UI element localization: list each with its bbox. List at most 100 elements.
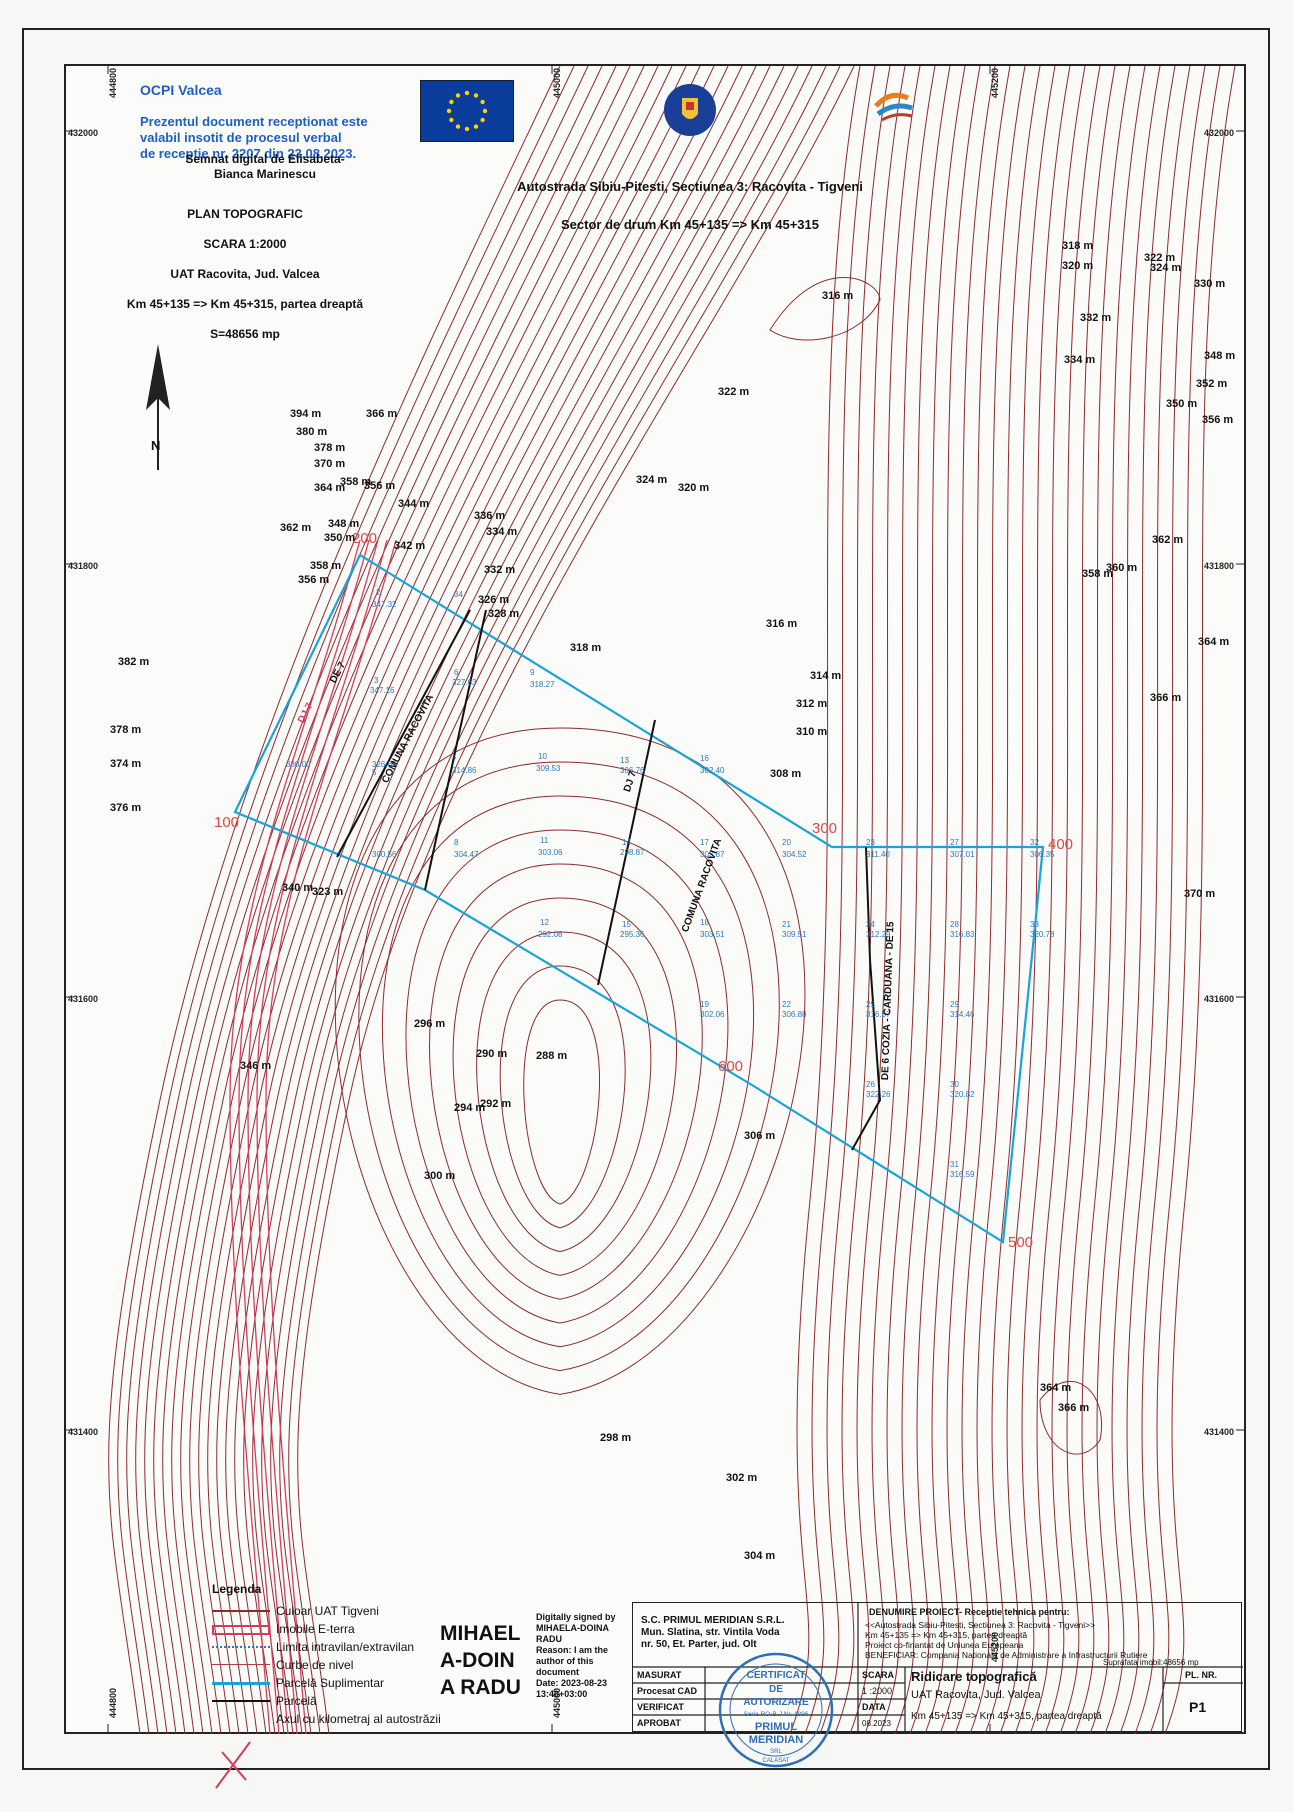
contour-line xyxy=(879,65,951,1735)
contour-label: 350 m xyxy=(1166,398,1198,410)
contour-label: 328 m xyxy=(488,608,520,620)
contour-label: 320 m xyxy=(678,482,710,494)
parcel-supplementary-outline xyxy=(233,553,1045,1244)
eu-stars-icon xyxy=(446,90,488,132)
parcel-value: 303.51 xyxy=(700,930,725,939)
drawing-title: Ridicare topografică xyxy=(911,1669,1037,1684)
parcel-marker: 6 xyxy=(454,668,459,677)
contour-line xyxy=(1089,65,1161,1735)
contour-line xyxy=(171,65,659,1735)
parcel-value: 322.26 xyxy=(866,1090,891,1099)
parcel-marker: 28 xyxy=(950,920,959,929)
parcel-value: 307.01 xyxy=(950,850,975,859)
operational-program-logo xyxy=(874,92,913,122)
legend-swatch xyxy=(212,1625,270,1635)
contour-line xyxy=(252,65,785,1735)
contour-label: 340 m xyxy=(282,882,314,894)
stamp-text: MERIDIAN xyxy=(749,1734,803,1746)
contour-line xyxy=(954,65,1026,1735)
row-approved: APROBAT xyxy=(637,1718,681,1728)
parcel-marker: 5 xyxy=(372,768,377,777)
legend-swatch xyxy=(212,1664,270,1665)
contour-line xyxy=(984,65,1056,1735)
project-heading: Autostrada Sibiu-Pitesti, Sectiunea 3: R… xyxy=(440,158,940,253)
parcel-marker: 11 xyxy=(540,836,549,845)
contour-line xyxy=(864,65,936,1735)
contour-line xyxy=(334,727,806,1395)
contour-line xyxy=(153,65,631,1735)
parcel-marker: 16 xyxy=(700,754,709,763)
contour-label: 298 m xyxy=(600,1432,632,1444)
project-title-head: DENUMIRE PROIECT- Receptie tehnica pentr… xyxy=(869,1607,1070,1617)
legend-item: Axul cu kilometraj al autostrăzii xyxy=(212,1710,442,1728)
parcel-value: 303.87 xyxy=(700,850,725,859)
legend: Legenda Culoar UAT Tigveni Imobile E-ter… xyxy=(212,1582,442,1728)
legend-item: Culoar UAT Tigveni xyxy=(212,1602,442,1620)
parcel-value: 306.88 xyxy=(782,1010,807,1019)
contour-label: 364 m xyxy=(314,482,346,494)
parcel-value: 326.65 xyxy=(372,760,397,769)
contour-label: 322 m xyxy=(1144,252,1176,264)
parcel-value: 320.82 xyxy=(950,1090,975,1099)
legend-item: Limita intravilan/extravilan xyxy=(212,1638,442,1656)
contour-line xyxy=(476,931,652,1253)
contour-label: 366 m xyxy=(366,408,398,420)
contour-line xyxy=(909,65,981,1735)
contour-label: 316 m xyxy=(822,290,854,302)
contour-line xyxy=(429,863,703,1300)
contour-line xyxy=(1044,65,1116,1735)
scale-value: 1 :2000 xyxy=(862,1686,893,1696)
uat-corridor-line xyxy=(238,539,370,1735)
legend-item: Curbe de nivel xyxy=(212,1656,442,1674)
outer-frame xyxy=(22,28,1270,1770)
contour-label: 366 m xyxy=(1058,1402,1090,1414)
uat-corridor xyxy=(229,539,397,1735)
contour-label: 366 m xyxy=(1150,692,1182,704)
contour-label: 380 m xyxy=(296,426,328,438)
contour-line xyxy=(1039,1381,1102,1455)
parcel-line-1 xyxy=(336,609,471,858)
contour-label: 342 m xyxy=(394,540,426,552)
parcel-value: 318.27 xyxy=(530,680,555,689)
contour-label: 336 m xyxy=(474,510,506,522)
parcel-marker: 15 xyxy=(622,920,631,929)
contour-line xyxy=(358,761,780,1372)
ocpi-digital-signature: Semnat digital de Elisabeta- Bianca Mari… xyxy=(185,152,345,181)
legend-swatch xyxy=(212,1646,270,1648)
contour-line xyxy=(261,65,799,1735)
contour-line xyxy=(924,65,996,1735)
contour-label: 290 m xyxy=(476,1048,508,1060)
contour-line xyxy=(180,65,673,1735)
parcel-marker: 32 xyxy=(1030,838,1039,847)
government-seal-logo xyxy=(664,84,716,136)
title-block-grid xyxy=(633,1603,1243,1733)
contour-line xyxy=(297,65,855,1735)
drawing-sector: Km 45+135 => Km 45+315, partea dreaptă xyxy=(911,1711,1102,1722)
contour-label: 348 m xyxy=(1204,350,1236,362)
parcel-value: 327.63 xyxy=(452,678,477,687)
parcel-value: 330.00 xyxy=(286,760,311,769)
parcel-marker: 24 xyxy=(866,920,875,929)
parcel-value: 306.76 xyxy=(620,766,645,775)
row-cad: Procesat CAD xyxy=(637,1686,698,1696)
grid-x-label: 444800 xyxy=(108,67,118,98)
contour-label: 376 m xyxy=(110,802,142,814)
legend-swatch xyxy=(212,1610,270,1612)
north-label: N xyxy=(151,438,161,453)
contour-label: 356 m xyxy=(1202,414,1234,426)
contour-label: 304 m xyxy=(744,1550,776,1562)
contour-line xyxy=(162,65,645,1735)
plan-area: S=48656 mp xyxy=(210,327,280,341)
contour-line xyxy=(1134,65,1206,1735)
contour-label: 318 m xyxy=(1062,240,1094,252)
parcel-value: 311.40 xyxy=(866,850,890,859)
contour-label: 346 m xyxy=(240,1060,272,1072)
parcel-marker: 8 xyxy=(454,838,459,847)
contour-label: 332 m xyxy=(484,564,516,576)
contour-label: 364 m xyxy=(1040,1382,1072,1394)
parcel-marker: 3 xyxy=(374,676,379,685)
contour-line xyxy=(1029,65,1101,1735)
parcel-marker: 31 xyxy=(950,1160,959,1169)
parcel-value: 316.57 xyxy=(866,1010,891,1019)
plan-title: PLAN TOPOGRAFIC xyxy=(187,207,303,221)
